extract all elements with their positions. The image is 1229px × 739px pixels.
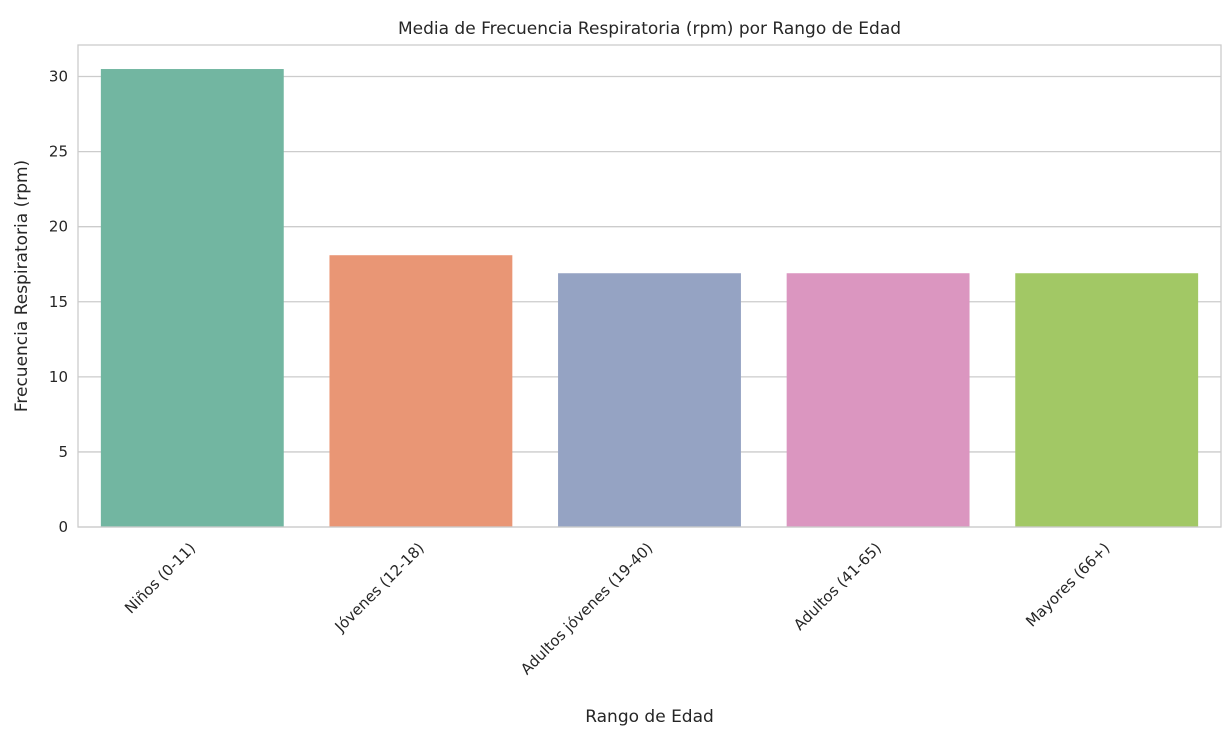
bar	[1015, 273, 1199, 527]
y-axis-label: Frecuencia Respiratoria (rpm)	[12, 160, 32, 412]
bar	[558, 273, 741, 527]
y-tick-label: 5	[58, 443, 68, 461]
bar	[329, 255, 513, 527]
bars	[100, 69, 1199, 527]
x-axis-label: Rango de Edad	[585, 707, 714, 727]
y-tick-labels: 0 5 10 15 20 25 30	[49, 68, 68, 536]
plot-frame	[77, 44, 1222, 528]
bar	[100, 69, 284, 527]
y-tick-label: 30	[49, 68, 68, 86]
bar	[786, 273, 970, 527]
y-tick-label: 20	[49, 218, 68, 236]
y-tick-label: 15	[49, 293, 68, 311]
y-tick-label: 0	[58, 518, 68, 536]
y-tick-label: 25	[49, 143, 68, 161]
y-tick-label: 10	[49, 368, 68, 386]
chart-title: Media de Frecuencia Respiratoria (rpm) p…	[398, 19, 901, 39]
